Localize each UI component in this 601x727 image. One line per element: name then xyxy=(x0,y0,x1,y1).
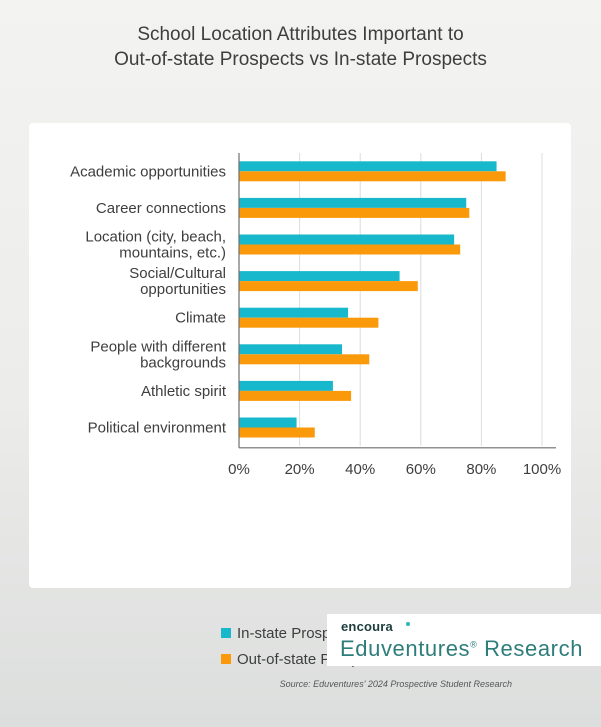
category-label: Athletic spirit xyxy=(141,383,227,400)
bar xyxy=(239,281,418,292)
x-tick-label: 100% xyxy=(523,461,561,478)
x-tick-label: 40% xyxy=(345,461,375,478)
bar xyxy=(239,271,400,282)
x-tick-label: 60% xyxy=(406,461,436,478)
x-tick-label: 0% xyxy=(228,461,250,478)
encoura-wordmark: encoura xyxy=(341,619,393,634)
chart-card: Academic opportunities Career connections… xyxy=(29,123,571,689)
bar xyxy=(239,161,497,172)
bar xyxy=(239,307,349,318)
category-label: Academic opportunities xyxy=(70,163,226,180)
bar-chart: Academic opportunities Career connections… xyxy=(70,153,561,478)
bar xyxy=(239,197,467,208)
bar xyxy=(239,234,455,245)
chart-title-line-1: School Location Attributes Important to xyxy=(137,24,464,45)
category-label: Location (city, beach, xyxy=(85,229,226,246)
category-label: backgrounds xyxy=(140,354,226,371)
category-label: mountains, etc.) xyxy=(119,245,226,262)
brand-logo: encoura Eduventures® Research xyxy=(327,614,601,666)
bar xyxy=(239,207,470,218)
legend-swatch-out-of-state xyxy=(221,654,231,664)
category-label: opportunities xyxy=(140,281,226,298)
category-label: Social/Cultural xyxy=(129,265,226,282)
registered-mark: ® xyxy=(470,639,478,650)
category-label: Career connections xyxy=(96,200,226,217)
x-tick-label: 20% xyxy=(285,461,315,478)
bar xyxy=(239,244,461,255)
bar xyxy=(239,417,297,428)
bar xyxy=(239,171,506,182)
eduventures-name: Eduventures xyxy=(340,636,471,661)
category-label: Climate xyxy=(175,310,226,327)
bar xyxy=(239,344,343,355)
bar xyxy=(239,390,352,401)
eduventures-suffix: Research xyxy=(477,636,584,661)
encoura-accent-icon xyxy=(406,622,410,626)
eduventures-wordmark: Eduventures® Research xyxy=(340,636,583,662)
bar xyxy=(239,354,370,365)
legend-swatch-in-state xyxy=(221,628,231,638)
bar xyxy=(239,427,315,438)
category-label: People with different xyxy=(90,338,226,355)
source-note: Source: Eduventures' 2024 Prospective St… xyxy=(279,679,512,689)
category-label: Political environment xyxy=(88,420,227,437)
bar xyxy=(239,380,333,391)
bar xyxy=(239,317,379,328)
chart-title-line-2: Out-of-state Prospects vs In-state Prosp… xyxy=(114,49,487,70)
chart-title: School Location Attributes Important to … xyxy=(0,22,601,72)
x-tick-label: 80% xyxy=(466,461,496,478)
